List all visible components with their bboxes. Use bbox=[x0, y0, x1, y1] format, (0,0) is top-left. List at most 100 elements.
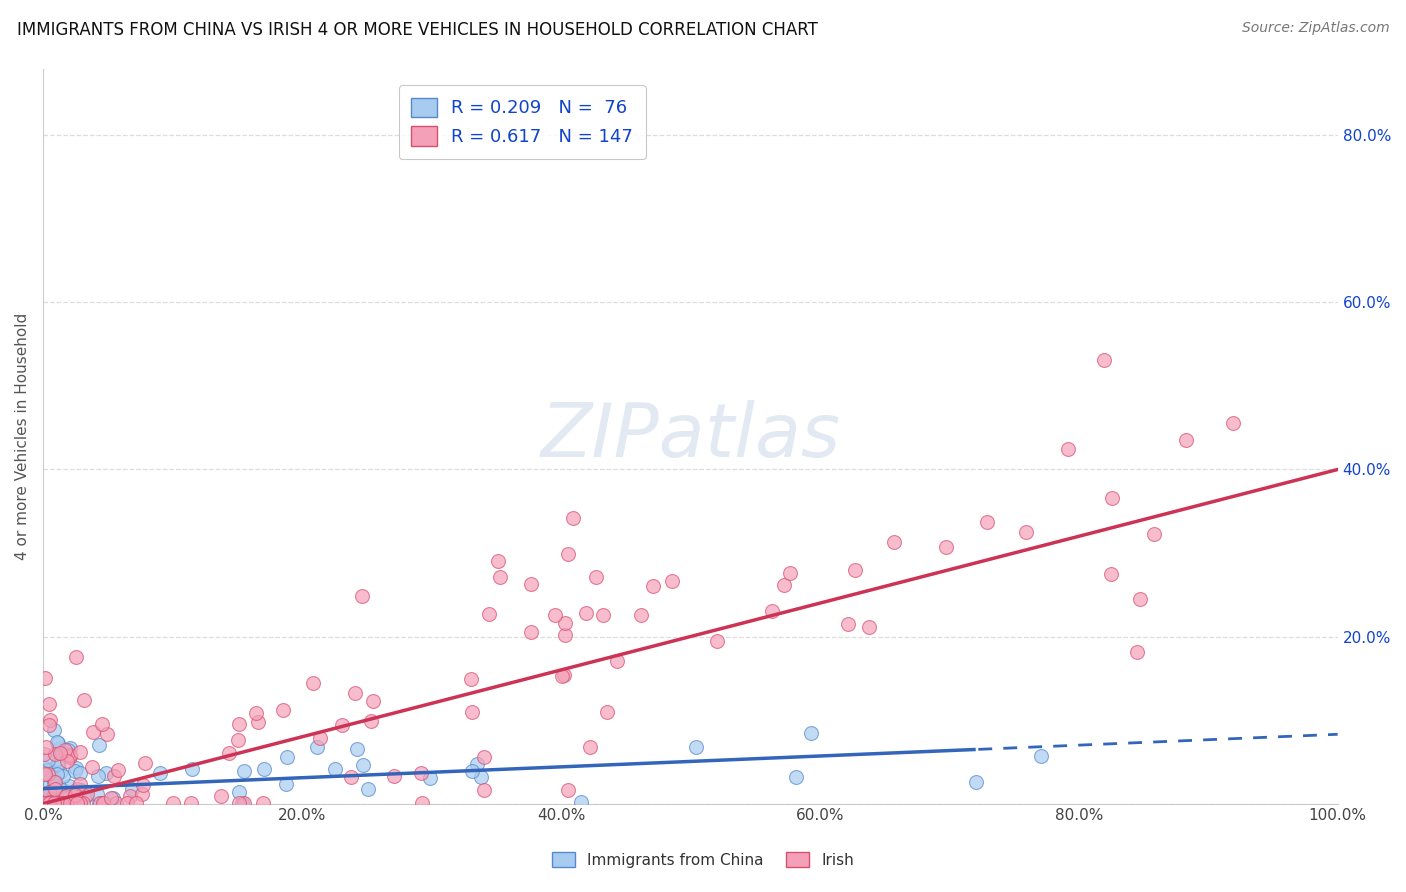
Point bbox=[180, 796, 202, 810]
Point bbox=[46, 736, 69, 750]
Point bbox=[37, 753, 59, 767]
Point bbox=[72, 796, 94, 810]
Point bbox=[52, 796, 75, 810]
Point bbox=[228, 796, 250, 810]
Point bbox=[70, 783, 93, 797]
Point bbox=[779, 566, 801, 580]
Point bbox=[596, 705, 619, 719]
Point bbox=[361, 694, 384, 708]
Point bbox=[34, 747, 56, 762]
Point bbox=[42, 796, 65, 810]
Point bbox=[49, 796, 72, 810]
Point bbox=[44, 747, 66, 761]
Point bbox=[661, 574, 683, 588]
Point bbox=[352, 589, 374, 603]
Point bbox=[59, 796, 82, 810]
Point bbox=[51, 796, 73, 810]
Point bbox=[226, 733, 249, 747]
Point bbox=[38, 785, 60, 799]
Point bbox=[470, 770, 492, 784]
Point bbox=[325, 763, 347, 777]
Point bbox=[75, 789, 97, 804]
Point bbox=[107, 764, 129, 778]
Point bbox=[858, 620, 880, 634]
Point bbox=[1099, 567, 1122, 582]
Point bbox=[1126, 645, 1149, 659]
Point bbox=[276, 776, 298, 790]
Point bbox=[62, 789, 84, 804]
Point bbox=[34, 789, 56, 804]
Point bbox=[1129, 592, 1152, 607]
Point bbox=[209, 789, 232, 803]
Point bbox=[46, 757, 69, 772]
Point bbox=[228, 716, 250, 731]
Text: Source: ZipAtlas.com: Source: ZipAtlas.com bbox=[1241, 21, 1389, 35]
Point bbox=[69, 796, 91, 810]
Point bbox=[551, 669, 574, 683]
Point bbox=[67, 796, 90, 810]
Point bbox=[48, 743, 70, 757]
Point bbox=[228, 785, 250, 799]
Point bbox=[271, 704, 294, 718]
Point bbox=[232, 796, 254, 810]
Point bbox=[685, 739, 707, 754]
Point bbox=[37, 796, 59, 810]
Point bbox=[37, 796, 59, 810]
Point bbox=[34, 796, 56, 810]
Point bbox=[302, 676, 325, 690]
Point bbox=[346, 742, 368, 756]
Point bbox=[965, 774, 987, 789]
Point bbox=[231, 796, 253, 810]
Text: IMMIGRANTS FROM CHINA VS IRISH 4 OR MORE VEHICLES IN HOUSEHOLD CORRELATION CHART: IMMIGRANTS FROM CHINA VS IRISH 4 OR MORE… bbox=[17, 21, 818, 38]
Point bbox=[585, 569, 607, 583]
Point bbox=[543, 607, 565, 622]
Point bbox=[641, 578, 664, 592]
Point bbox=[883, 535, 905, 549]
Point bbox=[65, 761, 87, 775]
Point bbox=[472, 750, 495, 764]
Point bbox=[1175, 433, 1198, 447]
Point bbox=[332, 718, 354, 732]
Point bbox=[305, 739, 328, 754]
Point bbox=[52, 796, 75, 810]
Point bbox=[62, 796, 84, 810]
Point bbox=[63, 764, 86, 778]
Point bbox=[39, 796, 62, 810]
Point bbox=[460, 706, 482, 720]
Point bbox=[120, 789, 142, 804]
Legend: R = 0.209   N =  76, R = 0.617   N = 147: R = 0.209 N = 76, R = 0.617 N = 147 bbox=[399, 85, 645, 159]
Point bbox=[38, 796, 60, 810]
Point bbox=[606, 654, 628, 668]
Point bbox=[465, 756, 488, 771]
Point bbox=[76, 788, 98, 802]
Point bbox=[1057, 442, 1080, 457]
Point bbox=[418, 771, 440, 785]
Point bbox=[46, 767, 69, 781]
Point bbox=[557, 547, 579, 561]
Point bbox=[34, 767, 56, 781]
Point bbox=[66, 782, 89, 797]
Point bbox=[489, 570, 512, 584]
Point bbox=[44, 775, 66, 789]
Point bbox=[49, 796, 72, 810]
Point bbox=[162, 796, 184, 810]
Point bbox=[785, 770, 807, 784]
Point bbox=[58, 749, 80, 764]
Point bbox=[56, 754, 79, 768]
Point bbox=[59, 740, 82, 755]
Point bbox=[41, 796, 63, 810]
Point bbox=[38, 717, 60, 731]
Point bbox=[41, 792, 63, 806]
Point bbox=[42, 775, 65, 789]
Point bbox=[38, 795, 60, 809]
Point bbox=[44, 782, 66, 797]
Point bbox=[69, 745, 91, 759]
Point bbox=[34, 796, 56, 810]
Point bbox=[87, 769, 110, 783]
Point bbox=[45, 796, 67, 810]
Point bbox=[38, 763, 60, 777]
Point bbox=[252, 796, 274, 810]
Point bbox=[91, 796, 114, 810]
Point bbox=[59, 749, 82, 764]
Point bbox=[42, 794, 65, 808]
